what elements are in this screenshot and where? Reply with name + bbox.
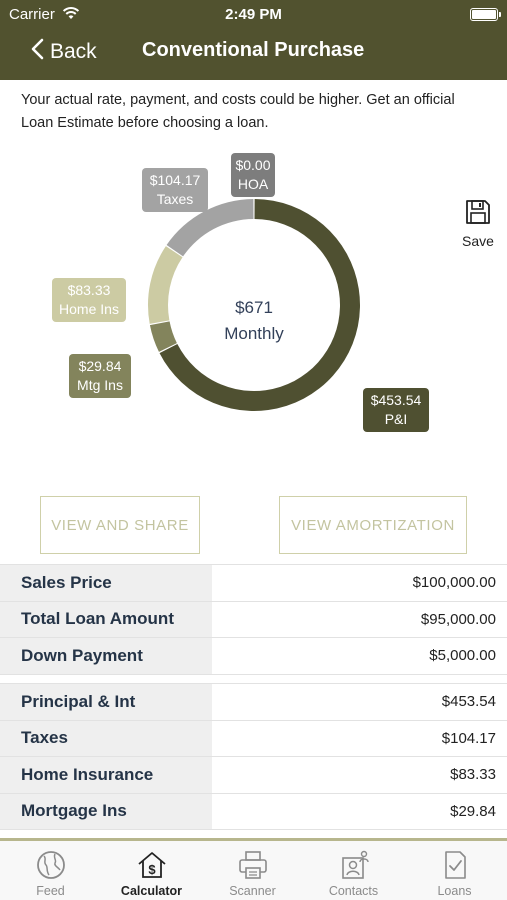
row-value: $5,000.00 bbox=[429, 647, 496, 665]
center-label: Monthly bbox=[224, 324, 284, 343]
center-value: $671 bbox=[235, 298, 273, 317]
navigation-bar: Carrier 2:49 PM Back Conventional Purcha… bbox=[0, 0, 507, 80]
battery-icon bbox=[470, 8, 501, 21]
tab-loans[interactable]: Loans bbox=[404, 841, 505, 900]
callout-hoa: $0.00 HOA bbox=[231, 153, 275, 197]
page-title: Conventional Purchase bbox=[142, 39, 365, 61]
slice-value-label: $29.84 bbox=[79, 358, 122, 374]
back-label: Back bbox=[50, 39, 97, 63]
tab-label: Scanner bbox=[229, 884, 276, 898]
tab-calculator[interactable]: $ Calculator bbox=[101, 841, 202, 900]
payment-breakdown-table: Principal & Int $453.54 Taxes $104.17 Home… bbox=[0, 683, 507, 830]
loan-disclaimer: Your actual rate, payment, and costs cou… bbox=[21, 92, 455, 131]
callout-box bbox=[69, 354, 131, 398]
row-value: $83.33 bbox=[450, 766, 496, 784]
slice-value-label: $104.17 bbox=[150, 172, 201, 188]
tab-contacts[interactable]: Contacts bbox=[303, 841, 404, 900]
slice-mtg-ins bbox=[149, 321, 177, 352]
row-value: $104.17 bbox=[441, 729, 496, 747]
printer-icon bbox=[238, 851, 267, 879]
row-value: $453.54 bbox=[441, 693, 496, 711]
tab-scanner[interactable]: Scanner bbox=[202, 841, 303, 900]
callout-mtg-ins: $29.84 Mtg Ins bbox=[69, 354, 131, 398]
table-row: Principal & Int $453.54 bbox=[0, 684, 507, 721]
callout-taxes: $104.17 Taxes bbox=[142, 168, 208, 212]
tab-label: Loans bbox=[437, 884, 472, 898]
row-label: Home Insurance bbox=[0, 757, 212, 793]
slice-value-label: $83.33 bbox=[68, 282, 111, 298]
save-button[interactable]: Save bbox=[455, 198, 501, 249]
callout-box bbox=[231, 153, 275, 197]
row-label: Mortgage Ins bbox=[0, 793, 212, 829]
chevron-left-icon bbox=[30, 38, 44, 65]
loan-summary-table: Sales Price $100,000.00 Total Loan Amount… bbox=[0, 564, 507, 675]
row-label: Principal & Int bbox=[0, 684, 212, 720]
carrier-label: Carrier bbox=[9, 6, 55, 23]
callout-box bbox=[363, 388, 429, 432]
row-label: Total Loan Amount bbox=[0, 601, 212, 637]
tab-feed[interactable]: Feed bbox=[0, 841, 101, 900]
slice-name-label: Taxes bbox=[157, 191, 194, 207]
floppy-disk-icon bbox=[466, 200, 490, 224]
row-label: Down Payment bbox=[0, 638, 212, 674]
slice-name-label: Mtg Ins bbox=[77, 377, 123, 393]
status-bar: Carrier 2:49 PM bbox=[0, 0, 507, 28]
contacts-icon bbox=[341, 850, 369, 879]
calculator-house-icon: $ bbox=[137, 852, 166, 878]
row-value: $95,000.00 bbox=[420, 610, 496, 628]
table-row: Down Payment $5,000.00 bbox=[0, 638, 507, 675]
callout-home-ins: $83.33 Home Ins bbox=[52, 278, 126, 322]
callout-p-i: $453.54 P&I bbox=[363, 388, 429, 432]
table-row: Mortgage Ins $29.84 bbox=[0, 793, 507, 830]
table-row: Taxes $104.17 bbox=[0, 720, 507, 757]
slice-name-label: Home Ins bbox=[59, 301, 119, 317]
slice-name-label: P&I bbox=[385, 411, 408, 427]
donut-svg: $453.54 P&I $29.84 Mtg Ins $83.33 Home Ins $10… bbox=[52, 153, 429, 432]
slice-value-label: $453.54 bbox=[371, 392, 422, 408]
view-and-share-button[interactable]: VIEW AND SHARE bbox=[40, 496, 200, 554]
table-row: Home Insurance $83.33 bbox=[0, 757, 507, 794]
table-row: Sales Price $100,000.00 bbox=[0, 565, 507, 602]
slice-name-label: HOA bbox=[238, 176, 269, 192]
tab-label: Contacts bbox=[328, 884, 379, 898]
tab-label: Calculator bbox=[120, 884, 183, 898]
tab-label: Feed bbox=[36, 884, 65, 898]
slice-value-label: $0.00 bbox=[235, 157, 270, 173]
back-button[interactable]: Back bbox=[30, 38, 97, 65]
row-label: Taxes bbox=[0, 720, 212, 756]
document-check-icon bbox=[444, 851, 466, 879]
tab-bar: Feed $ Calculator Scanner Contacts bbox=[0, 838, 507, 900]
wifi-icon bbox=[62, 6, 80, 24]
table-row: Total Loan Amount $95,000.00 bbox=[0, 601, 507, 638]
row-value: $29.84 bbox=[450, 802, 496, 820]
save-label: Save bbox=[462, 233, 494, 249]
svg-text:$: $ bbox=[148, 862, 156, 877]
slice-home-ins bbox=[148, 246, 183, 324]
globe-icon bbox=[36, 851, 65, 879]
slice-taxes bbox=[166, 199, 254, 257]
payment-donut-chart: $453.54 P&I $29.84 Mtg Ins $83.33 Home Ins $10… bbox=[0, 145, 507, 490]
row-value: $100,000.00 bbox=[412, 574, 496, 592]
callout-box bbox=[52, 278, 126, 322]
callout-box bbox=[142, 168, 208, 212]
clock: 2:49 PM bbox=[225, 6, 282, 23]
row-label: Sales Price bbox=[0, 565, 212, 601]
view-amortization-button[interactable]: VIEW AMORTIZATION bbox=[279, 496, 467, 554]
